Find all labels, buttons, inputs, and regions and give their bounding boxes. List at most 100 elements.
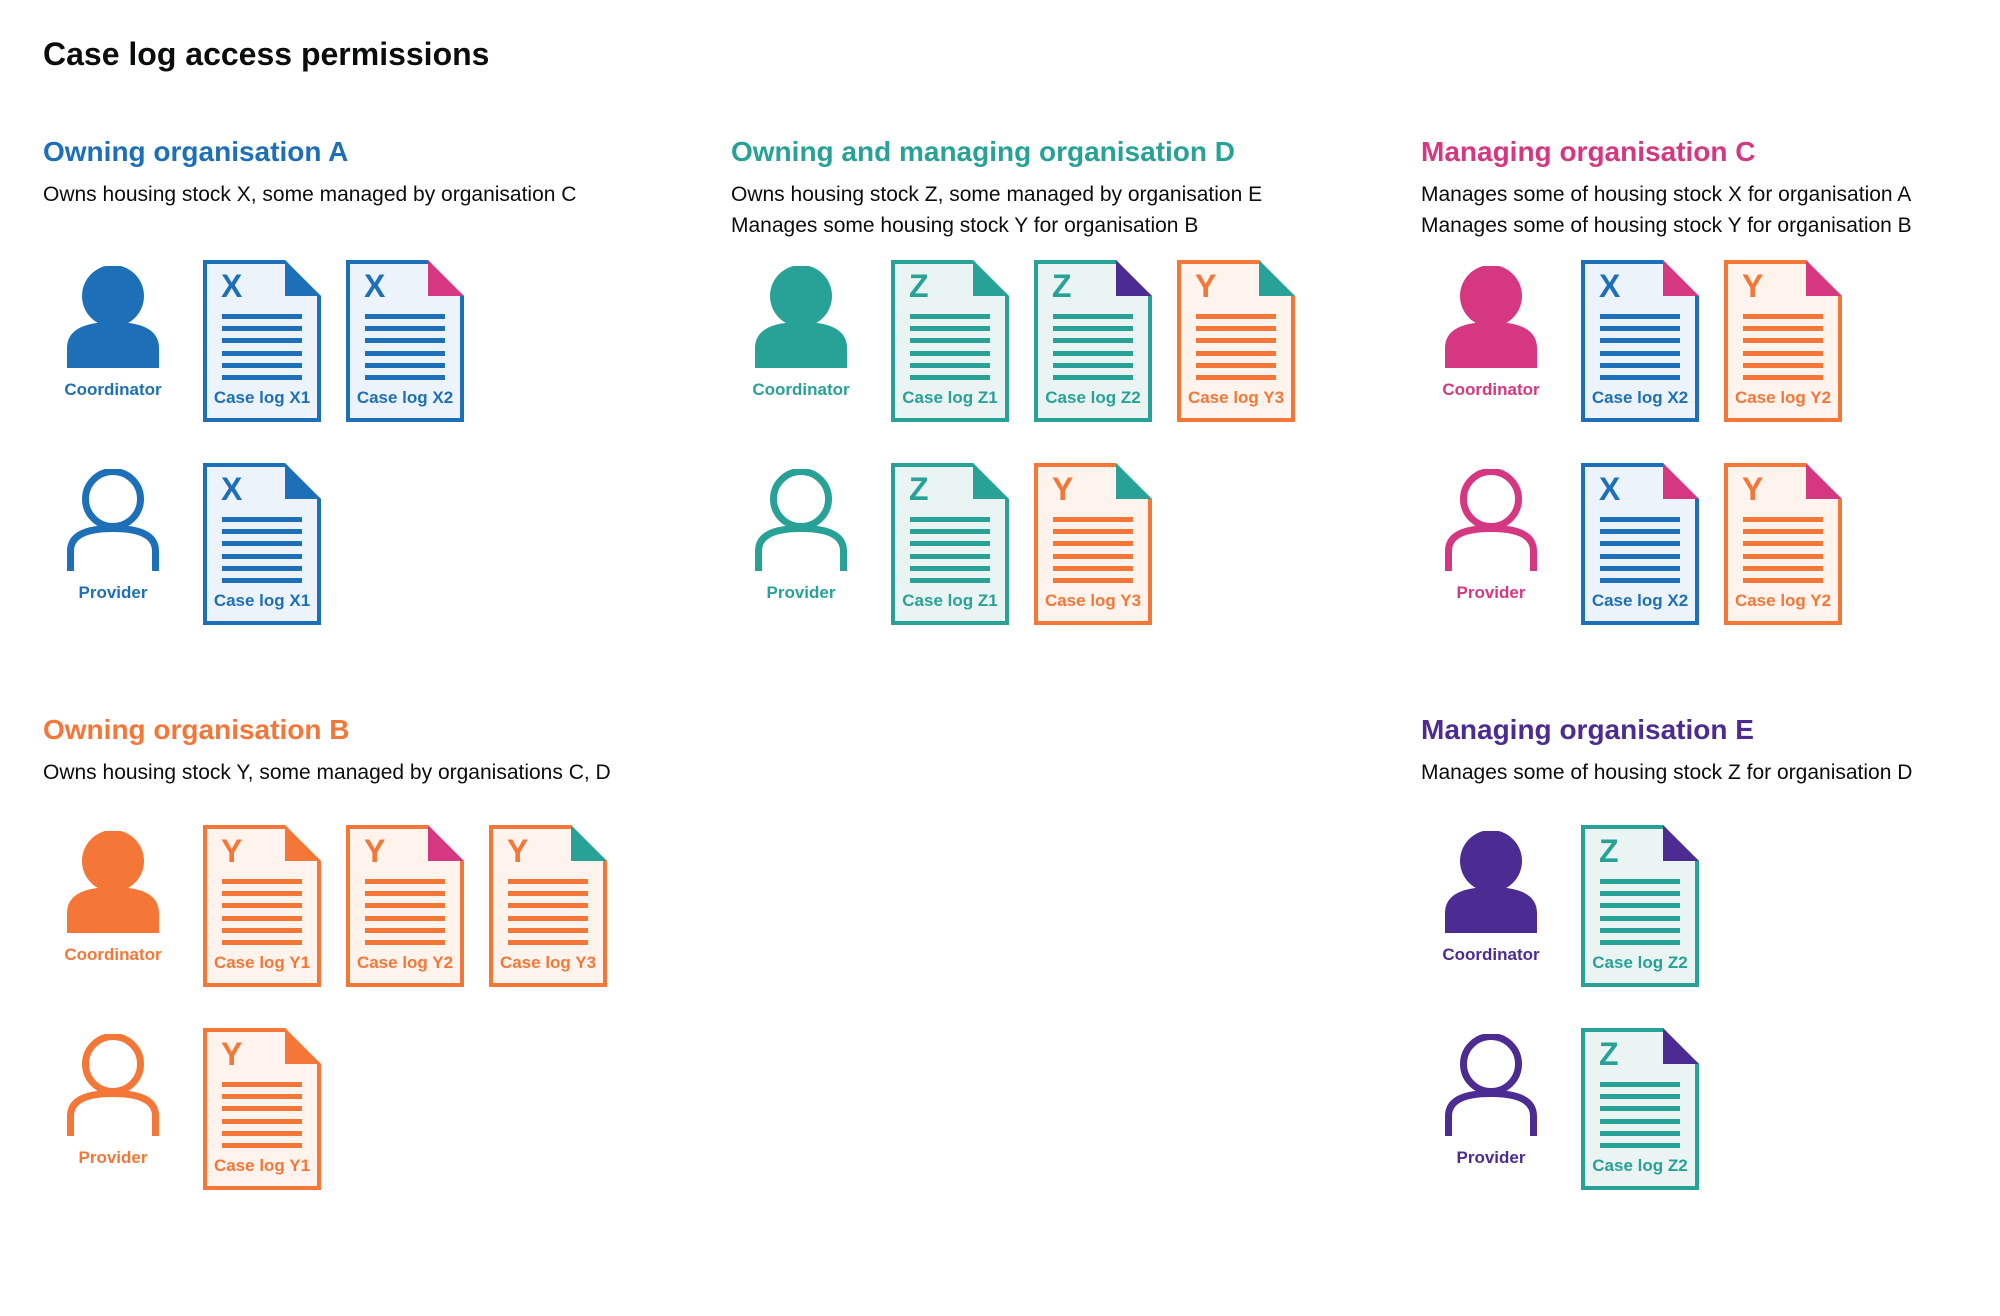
stock-letter: Y [364,833,386,869]
text-line [910,577,990,583]
coordinator-person-icon [67,831,159,933]
document-text-lines [508,879,588,945]
document-text-lines [222,1082,302,1148]
section-heading: Owning organisation B [43,714,350,745]
person-block: Coordinator [43,260,183,400]
person-icon [755,266,847,368]
text-line [365,891,445,897]
text-line [1600,565,1680,571]
documents-group: X Case log X1 X Case log X2 [203,260,464,422]
text-line [222,565,302,571]
text-line [1743,565,1823,571]
text-line [1053,577,1133,583]
role-row: Provider Y Case log Y1 [43,1028,731,1190]
text-line [1743,529,1823,535]
text-line [1196,350,1276,356]
text-line [1196,338,1276,344]
role-label: Coordinator [1442,945,1540,964]
case-log-document: Y Case log Y1 [203,825,321,987]
text-line [1053,362,1133,368]
case-log-document: X Case log X2 [346,260,464,422]
section-heading: Managing organisation E [1421,714,1754,745]
person-icon [1445,266,1537,368]
role-label: Provider [1456,1148,1526,1167]
case-log-document: Y Case log Y2 [1724,260,1842,422]
text-line [1053,374,1133,380]
text-line [222,1106,302,1112]
text-line [1600,891,1680,897]
text-line [910,350,990,356]
description-line: Owns housing stock Y, some managed by or… [43,760,611,784]
org-section: Owning and managing organisation D Owns … [731,135,1421,625]
grid-slot: Owning organisation B Owns housing stock… [43,713,731,1190]
page-title: Case log access permissions [43,36,490,72]
case-log-label: Case log X2 [356,388,454,407]
case-log-label: Case log X2 [1591,591,1689,610]
text-line [1600,541,1680,547]
text-line [365,314,445,319]
text-line [910,541,990,547]
grid-slot: Owning organisation A Owns housing stock… [43,135,731,625]
role-label: Coordinator [1442,380,1540,399]
text-line [1600,903,1680,909]
case-log-document: Y Case log Y1 [203,1028,321,1190]
text-line [222,529,302,535]
person-block: Provider [1421,1028,1561,1168]
description-line: Manages some housing stock Y for organis… [731,213,1199,237]
provider-person-icon [67,469,159,571]
text-line [222,939,302,945]
documents-group: X Case log X2 Y Case log Y2 [1581,260,1842,422]
documents-group: Y Case log Y1 [203,1028,321,1190]
text-line [1600,1094,1680,1100]
case-log-label: Case log Z2 [1045,388,1141,407]
text-line [365,326,445,332]
text-line [222,879,302,884]
text-line [222,1130,302,1136]
document-text-lines [1053,314,1133,380]
documents-group: X Case log X2 Y Case log Y2 [1581,463,1842,625]
provider-person-icon [755,469,847,571]
text-line [365,350,445,356]
text-line [222,1082,302,1087]
section-header: Managing organisation C Manages some of … [1421,135,2000,260]
case-log-document: Z Case log Z2 [1034,260,1152,422]
case-log-document: Y Case log Y2 [1724,463,1842,625]
role-label: Coordinator [64,945,162,964]
role-row: Coordinator Y Case log Y1 Y Case log Y2 [43,825,731,987]
text-line [222,891,302,897]
description-line: Owns housing stock Z, some managed by or… [731,182,1263,206]
case-log-label: Case log Y2 [1734,388,1832,407]
text-line [1053,529,1133,535]
role-row: Coordinator X Case log X2 Y Case log Y2 [1421,260,2000,422]
case-log-label: Case log X2 [1591,388,1689,407]
text-line [1743,362,1823,368]
case-log-document: Z Case log Z1 [891,260,1009,422]
text-line [1196,326,1276,332]
document-text-lines [1743,517,1823,583]
person-icon [67,831,159,933]
text-line [365,338,445,344]
case-log-document: Y Case log Y3 [489,825,607,987]
text-line [508,891,588,897]
coordinator-person-icon [1445,831,1537,933]
text-line [910,362,990,368]
text-line [222,927,302,933]
text-line [1196,314,1276,319]
text-line [222,1142,302,1148]
document-text-lines [1600,879,1680,945]
text-line [1053,326,1133,332]
case-log-label: Case log Z1 [902,591,998,610]
document-text-lines [1743,314,1823,380]
case-log-label: Case log Z2 [1592,953,1688,972]
text-line [1600,529,1680,535]
text-line [1743,314,1823,319]
section-rows: Coordinator X Case log X1 X Case log X2 [43,260,731,625]
stock-letter: X [1599,268,1621,304]
text-line [222,903,302,909]
section-rows: Coordinator Z Case log Z1 Z Case log Z2 [731,260,1421,625]
org-section: Owning organisation B Owns housing stock… [43,713,731,1190]
section-rows: Coordinator Y Case log Y1 Y Case log Y2 [43,825,731,1190]
text-line [1600,915,1680,921]
text-line [1600,1082,1680,1087]
text-line [1053,350,1133,356]
